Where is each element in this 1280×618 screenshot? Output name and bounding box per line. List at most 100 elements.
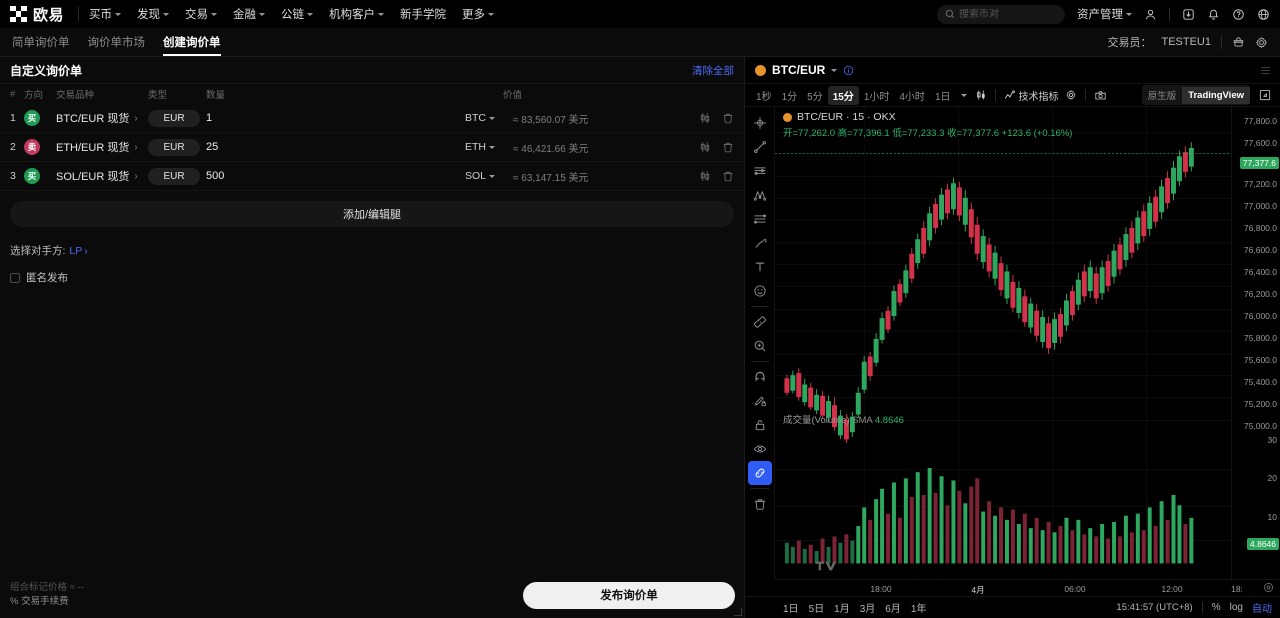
nav-item-academy[interactable]: 新手学院	[400, 6, 446, 22]
trash-icon[interactable]	[748, 492, 772, 516]
time-axis[interactable]: 18:00 4月 06:00 12:00 18:	[775, 579, 1280, 596]
mode-native[interactable]: 原生版	[1147, 91, 1177, 102]
add-edit-leg-button[interactable]: 添加/编辑腿	[10, 201, 734, 227]
hat-icon[interactable]	[1232, 36, 1245, 49]
nav-item-chain[interactable]: 公链	[281, 6, 314, 22]
side-cell[interactable]: 买	[24, 168, 56, 184]
nav-item-discover[interactable]: 发现	[137, 6, 170, 22]
symbol-selector[interactable]: SOL/EUR 现货 ›	[56, 168, 148, 184]
nav-item-more[interactable]: 更多	[462, 6, 495, 22]
candlestick-icon[interactable]	[699, 112, 711, 124]
timeframe-15m[interactable]: 15分	[827, 85, 859, 105]
range-6mo[interactable]: 6月	[885, 604, 901, 615]
magnet-icon[interactable]	[748, 365, 772, 389]
delete-icon[interactable]	[722, 112, 734, 124]
tradingview-logo-icon[interactable]	[815, 559, 837, 573]
brush-icon[interactable]	[748, 231, 772, 255]
timeframe-1s[interactable]: 1秒	[756, 91, 772, 103]
currency-selector[interactable]: ETH	[465, 141, 495, 153]
download-icon[interactable]	[1182, 8, 1195, 21]
symbol-selector[interactable]: ETH/EUR 现货 ›	[56, 139, 148, 155]
range-1y[interactable]: 1年	[910, 604, 927, 615]
symbol-selector[interactable]: BTC/EUR 现货 ›	[56, 110, 148, 126]
range-1d[interactable]: 1日	[783, 604, 799, 615]
type-pill[interactable]: EUR	[148, 109, 200, 127]
chevron-down-icon[interactable]	[960, 93, 967, 97]
y-tick: 76,000.0	[1243, 311, 1277, 321]
horizontal-lines-icon[interactable]	[748, 159, 772, 183]
timeframe-5m[interactable]: 5分	[807, 91, 823, 103]
publish-rfq-button[interactable]: 发布询价单	[523, 581, 735, 609]
currency-selector[interactable]: SOL	[465, 170, 495, 182]
range-3mo[interactable]: 3月	[859, 604, 876, 615]
search-input[interactable]	[959, 8, 1057, 20]
percent-scale-toggle[interactable]: %	[1211, 602, 1221, 613]
assets-menu[interactable]: 资产管理	[1077, 6, 1132, 22]
counterparty-selector[interactable]: LP ›	[69, 245, 87, 257]
log-scale-toggle[interactable]: log	[1229, 602, 1243, 613]
fullscreen-icon[interactable]	[1256, 89, 1274, 101]
timezone-settings-icon[interactable]	[1263, 582, 1274, 593]
resize-handle[interactable]	[734, 608, 742, 616]
price-axis[interactable]: 77,800.0 77,600.0 77,377.6 77,200.0 77,0…	[1231, 107, 1280, 579]
range-5d[interactable]: 5日	[808, 604, 825, 615]
quantity-input[interactable]	[206, 112, 465, 124]
range-1mo[interactable]: 1月	[834, 604, 850, 615]
quantity-input[interactable]	[206, 141, 465, 153]
auto-scale-toggle[interactable]: 自动	[1252, 604, 1272, 615]
type-pill[interactable]: EUR	[148, 138, 200, 156]
clear-all-button[interactable]: 清除全部	[692, 64, 734, 77]
delete-icon[interactable]	[722, 170, 734, 182]
chevron-down-icon[interactable]	[831, 68, 838, 72]
emoji-icon[interactable]	[748, 279, 772, 303]
nav-item-buy-crypto[interactable]: 买币	[89, 6, 122, 22]
trendline-icon[interactable]	[748, 135, 772, 159]
eye-icon[interactable]	[748, 437, 772, 461]
search-box[interactable]	[937, 4, 1065, 24]
crosshair-icon[interactable]	[748, 111, 772, 135]
pitchfork-icon[interactable]	[748, 183, 772, 207]
lock-icon[interactable]	[748, 413, 772, 437]
delete-icon[interactable]	[722, 141, 734, 153]
tab-create-rfq[interactable]: 创建询价单	[163, 28, 221, 56]
user-icon[interactable]	[1144, 8, 1157, 21]
brand-logo[interactable]: 欧易	[10, 4, 64, 25]
anonymous-checkbox[interactable]	[10, 272, 20, 283]
indicators-button[interactable]: 技术指标	[1001, 88, 1062, 103]
timeframe-1m[interactable]: 1分	[781, 91, 798, 103]
chevron-down-icon	[489, 116, 495, 120]
text-icon[interactable]	[748, 255, 772, 279]
chart-type-icon[interactable]	[972, 89, 990, 101]
nav-item-finance[interactable]: 金融	[233, 6, 266, 22]
candlestick-icon[interactable]	[699, 141, 711, 153]
tab-simple-rfq[interactable]: 简单询价单	[12, 28, 70, 56]
snapshot-icon[interactable]	[1091, 89, 1110, 101]
chart-settings-icon[interactable]	[1062, 89, 1080, 101]
drag-handle-icon[interactable]	[1261, 66, 1270, 74]
link-icon[interactable]	[747, 461, 772, 485]
info-icon[interactable]	[843, 65, 854, 76]
nav-item-institutional[interactable]: 机构客户	[329, 6, 385, 22]
quantity-input[interactable]	[206, 170, 465, 182]
pencil-lock-icon[interactable]	[748, 389, 772, 413]
ruler-icon[interactable]	[748, 310, 772, 334]
timeframe-1h[interactable]: 1小时	[863, 91, 890, 103]
mode-tradingview[interactable]: TradingView	[1182, 86, 1250, 104]
candlestick-icon[interactable]	[699, 170, 711, 182]
zoom-icon[interactable]	[748, 334, 772, 358]
side-cell[interactable]: 卖	[24, 139, 56, 155]
tab-rfq-market[interactable]: 询价单市场	[88, 28, 146, 56]
gear-icon[interactable]	[1255, 36, 1268, 49]
timeframe-4h[interactable]: 4小时	[899, 91, 925, 103]
currency-selector[interactable]: BTC	[465, 112, 495, 124]
globe-icon[interactable]	[1257, 8, 1270, 21]
nav-item-trade[interactable]: 交易	[185, 6, 218, 22]
side-cell[interactable]: 买	[24, 110, 56, 126]
help-icon[interactable]	[1232, 8, 1245, 21]
value-cell: ≈ 83,560.07 美元	[513, 114, 589, 126]
pattern-icon[interactable]	[748, 207, 772, 231]
type-pill[interactable]: EUR	[148, 167, 200, 185]
bell-icon[interactable]	[1207, 8, 1220, 21]
price-plot[interactable]: BTC/EUR · 15 · OKX 开=77,262.0 高=77,396.1…	[775, 107, 1231, 579]
timeframe-1d[interactable]: 1日	[934, 91, 951, 103]
